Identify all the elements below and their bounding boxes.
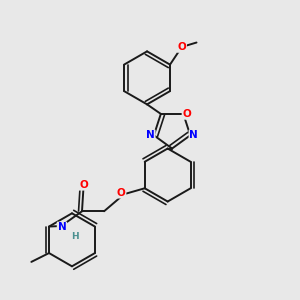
- Text: N: N: [189, 130, 198, 140]
- Text: O: O: [117, 188, 125, 198]
- Text: N: N: [146, 130, 155, 140]
- Text: O: O: [177, 42, 186, 52]
- Text: N: N: [58, 222, 66, 233]
- Text: H: H: [71, 232, 79, 241]
- Text: O: O: [79, 180, 88, 190]
- Text: O: O: [182, 109, 191, 119]
